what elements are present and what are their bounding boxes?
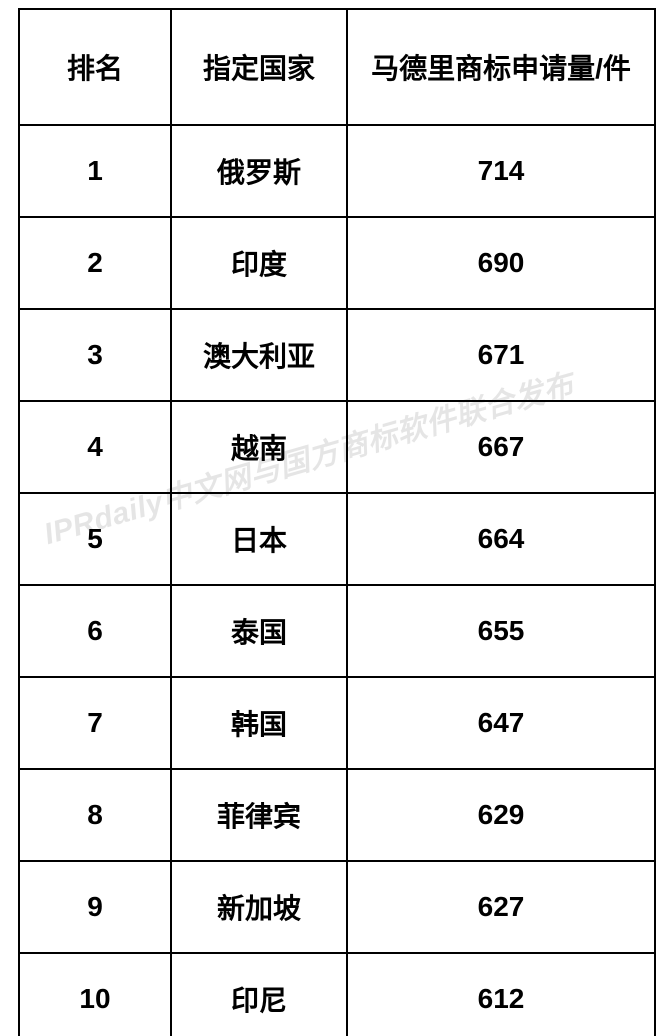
cell-country: 泰国 [171,585,347,677]
cell-country: 俄罗斯 [171,125,347,217]
cell-country: 菲律宾 [171,769,347,861]
cell-rank: 7 [19,677,171,769]
cell-rank: 6 [19,585,171,677]
cell-count: 629 [347,769,655,861]
cell-rank: 5 [19,493,171,585]
cell-count: 671 [347,309,655,401]
table-container: 排名 指定国家 马德里商标申请量/件 1 俄罗斯 714 2 印度 690 3 … [18,8,654,1036]
cell-count: 714 [347,125,655,217]
cell-country: 韩国 [171,677,347,769]
table-row: 8 菲律宾 629 [19,769,655,861]
table-row: 3 澳大利亚 671 [19,309,655,401]
cell-count: 664 [347,493,655,585]
cell-country: 日本 [171,493,347,585]
col-header-country: 指定国家 [171,9,347,125]
cell-rank: 4 [19,401,171,493]
cell-count: 647 [347,677,655,769]
cell-rank: 9 [19,861,171,953]
cell-country: 印尼 [171,953,347,1036]
cell-rank: 10 [19,953,171,1036]
col-header-count: 马德里商标申请量/件 [347,9,655,125]
table-header-row: 排名 指定国家 马德里商标申请量/件 [19,9,655,125]
cell-count: 612 [347,953,655,1036]
cell-country: 新加坡 [171,861,347,953]
cell-country: 澳大利亚 [171,309,347,401]
cell-count: 655 [347,585,655,677]
cell-country: 越南 [171,401,347,493]
table-row: 6 泰国 655 [19,585,655,677]
cell-count: 627 [347,861,655,953]
table-row: 1 俄罗斯 714 [19,125,655,217]
cell-rank: 8 [19,769,171,861]
ranking-table: 排名 指定国家 马德里商标申请量/件 1 俄罗斯 714 2 印度 690 3 … [18,8,656,1036]
cell-rank: 2 [19,217,171,309]
table-row: 7 韩国 647 [19,677,655,769]
table-row: 4 越南 667 [19,401,655,493]
cell-rank: 3 [19,309,171,401]
col-header-rank: 排名 [19,9,171,125]
cell-country: 印度 [171,217,347,309]
cell-rank: 1 [19,125,171,217]
table-row: 10 印尼 612 [19,953,655,1036]
table-row: 2 印度 690 [19,217,655,309]
cell-count: 690 [347,217,655,309]
table-row: 5 日本 664 [19,493,655,585]
cell-count: 667 [347,401,655,493]
table-row: 9 新加坡 627 [19,861,655,953]
